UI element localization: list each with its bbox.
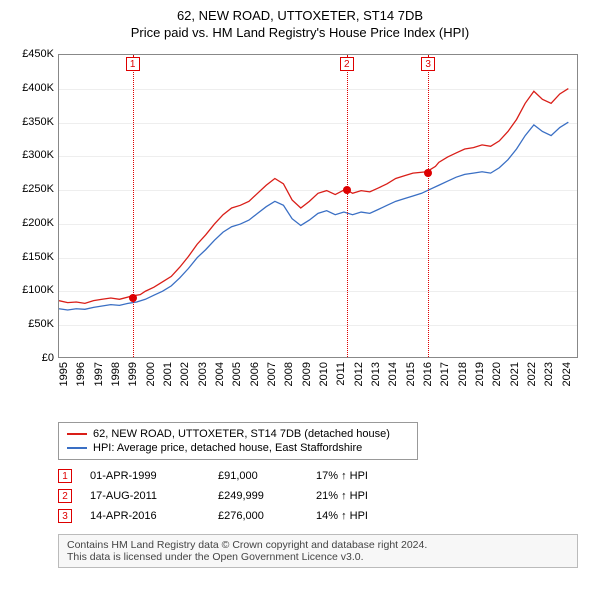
event-vline bbox=[133, 55, 134, 357]
x-tick-label: 1999 bbox=[127, 362, 139, 386]
footer: Contains HM Land Registry data © Crown c… bbox=[58, 534, 578, 568]
footer-line-1: Contains HM Land Registry data © Crown c… bbox=[67, 539, 569, 551]
x-tick-label: 2019 bbox=[474, 362, 486, 386]
legend-swatch bbox=[67, 433, 87, 435]
event-price: £91,000 bbox=[218, 470, 298, 482]
event-date: 14-APR-2016 bbox=[90, 510, 200, 522]
series-line bbox=[59, 89, 568, 304]
legend-label: HPI: Average price, detached house, East… bbox=[93, 442, 362, 454]
event-marker-box: 2 bbox=[340, 57, 354, 71]
x-tick-label: 2010 bbox=[318, 362, 330, 386]
x-tick-label: 2017 bbox=[439, 362, 451, 386]
x-tick-label: 1996 bbox=[75, 362, 87, 386]
event-vline bbox=[347, 55, 348, 357]
series-line bbox=[59, 122, 568, 310]
events-table: 1 01-APR-1999 £91,000 17% ↑ HPI 2 17-AUG-2011… bbox=[58, 466, 588, 526]
x-tick-label: 2012 bbox=[353, 362, 365, 386]
x-tick-label: 1995 bbox=[58, 362, 70, 386]
legend-item: HPI: Average price, detached house, East… bbox=[67, 441, 409, 455]
x-tick-label: 1997 bbox=[93, 362, 105, 386]
x-tick-label: 2016 bbox=[422, 362, 434, 386]
x-tick-label: 2014 bbox=[387, 362, 399, 386]
chart-container: 62, NEW ROAD, UTTOXETER, ST14 7DB Price … bbox=[0, 0, 600, 580]
x-tick-label: 2005 bbox=[231, 362, 243, 386]
x-tick-label: 2022 bbox=[526, 362, 538, 386]
event-pct: 17% ↑ HPI bbox=[316, 470, 406, 482]
x-tick-label: 1998 bbox=[110, 362, 122, 386]
x-tick-label: 2015 bbox=[405, 362, 417, 386]
x-tick-label: 2009 bbox=[301, 362, 313, 386]
event-dot bbox=[343, 186, 351, 194]
legend-label: 62, NEW ROAD, UTTOXETER, ST14 7DB (detac… bbox=[93, 428, 390, 440]
event-vline bbox=[428, 55, 429, 357]
x-tick-label: 2004 bbox=[214, 362, 226, 386]
x-tick-label: 2002 bbox=[179, 362, 191, 386]
event-marker-box: 3 bbox=[421, 57, 435, 71]
x-tick-label: 2011 bbox=[335, 362, 347, 386]
title-line-2: Price paid vs. HM Land Registry's House … bbox=[12, 25, 588, 40]
event-marker-box: 2 bbox=[58, 489, 72, 503]
x-tick-label: 2020 bbox=[491, 362, 503, 386]
event-marker-box: 3 bbox=[58, 509, 72, 523]
title-block: 62, NEW ROAD, UTTOXETER, ST14 7DB Price … bbox=[12, 8, 588, 40]
y-tick-label: £100K bbox=[12, 284, 54, 296]
footer-line-2: This data is licensed under the Open Gov… bbox=[67, 551, 569, 563]
event-price: £276,000 bbox=[218, 510, 298, 522]
event-date: 01-APR-1999 bbox=[90, 470, 200, 482]
x-tick-label: 2000 bbox=[145, 362, 157, 386]
x-tick-label: 2013 bbox=[370, 362, 382, 386]
y-tick-label: £400K bbox=[12, 82, 54, 94]
y-tick-label: £200K bbox=[12, 217, 54, 229]
y-tick-label: £350K bbox=[12, 116, 54, 128]
x-tick-label: 2008 bbox=[283, 362, 295, 386]
event-marker-box: 1 bbox=[126, 57, 140, 71]
plot-area: 1 2 3 bbox=[58, 54, 578, 358]
legend-swatch bbox=[67, 447, 87, 449]
y-tick-label: £250K bbox=[12, 183, 54, 195]
event-row: 3 14-APR-2016 £276,000 14% ↑ HPI bbox=[58, 506, 588, 526]
x-tick-label: 2007 bbox=[266, 362, 278, 386]
event-dot bbox=[129, 294, 137, 302]
title-line-1: 62, NEW ROAD, UTTOXETER, ST14 7DB bbox=[12, 8, 588, 23]
x-tick-label: 2023 bbox=[543, 362, 555, 386]
event-row: 2 17-AUG-2011 £249,999 21% ↑ HPI bbox=[58, 486, 588, 506]
x-tick-label: 2021 bbox=[509, 362, 521, 386]
y-tick-label: £50K bbox=[12, 318, 54, 330]
x-tick-label: 2024 bbox=[561, 362, 573, 386]
chart-lines bbox=[59, 55, 577, 357]
y-tick-label: £450K bbox=[12, 48, 54, 60]
event-pct: 14% ↑ HPI bbox=[316, 510, 406, 522]
legend-item: 62, NEW ROAD, UTTOXETER, ST14 7DB (detac… bbox=[67, 427, 409, 441]
y-tick-label: £300K bbox=[12, 149, 54, 161]
event-date: 17-AUG-2011 bbox=[90, 490, 200, 502]
x-tick-label: 2006 bbox=[249, 362, 261, 386]
x-tick-label: 2003 bbox=[197, 362, 209, 386]
event-row: 1 01-APR-1999 £91,000 17% ↑ HPI bbox=[58, 466, 588, 486]
x-tick-label: 2001 bbox=[162, 362, 174, 386]
event-pct: 21% ↑ HPI bbox=[316, 490, 406, 502]
chart: £0 £50K £100K £150K £200K £250K £300K £350K £400… bbox=[12, 46, 588, 416]
x-tick-label: 2018 bbox=[457, 362, 469, 386]
legend: 62, NEW ROAD, UTTOXETER, ST14 7DB (detac… bbox=[58, 422, 418, 460]
event-dot bbox=[424, 169, 432, 177]
event-marker-box: 1 bbox=[58, 469, 72, 483]
y-tick-label: £0 bbox=[12, 352, 54, 364]
event-price: £249,999 bbox=[218, 490, 298, 502]
y-tick-label: £150K bbox=[12, 251, 54, 263]
